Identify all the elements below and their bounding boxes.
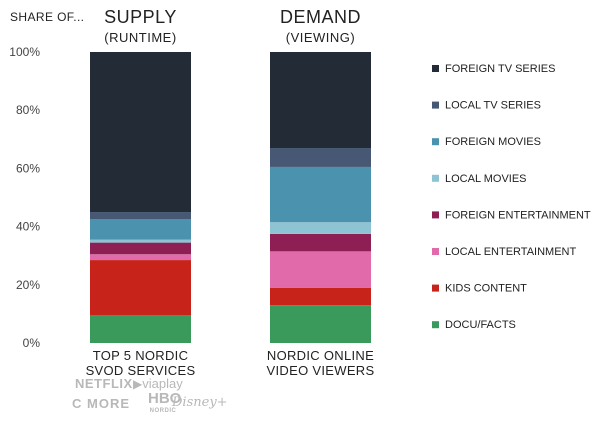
bar-segment bbox=[90, 315, 191, 343]
category-label: TOP 5 NORDIC bbox=[93, 348, 189, 363]
legend-label: FOREIGN TV SERIES bbox=[445, 63, 555, 75]
category-label: NORDIC ONLINE bbox=[267, 348, 374, 363]
bar-segment bbox=[270, 251, 371, 288]
share-of-label: SHARE OF... bbox=[10, 10, 84, 24]
category-label: VIDEO VIEWERS bbox=[267, 363, 375, 378]
legend-swatch bbox=[432, 248, 439, 255]
bar-segment bbox=[90, 242, 191, 255]
y-tick-label: 0% bbox=[23, 336, 41, 350]
legend-label: LOCAL MOVIES bbox=[445, 173, 527, 185]
hbo-logo: HBO NORDIC bbox=[148, 390, 182, 414]
legend-label: LOCAL ENTERTAINMENT bbox=[445, 246, 576, 258]
bar-segment bbox=[90, 239, 191, 243]
legend-swatch bbox=[432, 101, 439, 109]
bar-segment bbox=[90, 52, 191, 213]
legend-swatch bbox=[432, 174, 439, 182]
legend-label: FOREIGN ENTERTAINMENT bbox=[445, 209, 591, 221]
viaplay-icon: ▶ bbox=[133, 377, 143, 391]
column-header: DEMAND bbox=[280, 7, 361, 27]
column-header: SUPPLY bbox=[104, 7, 177, 27]
legend-label: DOCU/FACTS bbox=[445, 319, 516, 331]
column-subheader: (VIEWING) bbox=[286, 30, 356, 45]
legend-swatch bbox=[432, 65, 439, 72]
cmore-logo: C MORE bbox=[72, 396, 130, 411]
column-subheader: (RUNTIME) bbox=[104, 30, 176, 45]
bar-segment bbox=[270, 148, 371, 167]
legend-swatch bbox=[432, 138, 439, 146]
category-label: SVOD SERVICES bbox=[86, 363, 196, 378]
y-tick-label: 40% bbox=[16, 220, 40, 234]
legend-label: LOCAL TV SERIES bbox=[445, 100, 541, 112]
disney-logo: Disney+ bbox=[172, 395, 228, 410]
bar-segment bbox=[270, 222, 371, 234]
bar-segment bbox=[90, 260, 191, 316]
legend-swatch bbox=[432, 211, 439, 219]
bar-segment bbox=[90, 254, 191, 261]
bar-segment bbox=[90, 219, 191, 240]
y-tick-label: 20% bbox=[16, 278, 40, 292]
legend-swatch bbox=[432, 321, 439, 329]
y-tick-label: 60% bbox=[16, 161, 40, 175]
y-tick-label: 80% bbox=[16, 103, 40, 117]
bar-segment bbox=[270, 305, 371, 343]
bar-segment bbox=[270, 52, 371, 149]
legend-swatch bbox=[432, 284, 439, 292]
bar-segment bbox=[270, 287, 371, 306]
legend-label: FOREIGN MOVIES bbox=[445, 136, 541, 148]
bar-segment bbox=[270, 233, 371, 252]
viaplay-logo: ▶viaplay bbox=[133, 376, 183, 391]
legend-label: KIDS CONTENT bbox=[445, 283, 527, 295]
netflix-logo: NETFLIX bbox=[75, 376, 133, 391]
bar-segment bbox=[90, 212, 191, 220]
y-tick-label: 100% bbox=[9, 45, 40, 59]
bar-segment bbox=[270, 166, 371, 223]
